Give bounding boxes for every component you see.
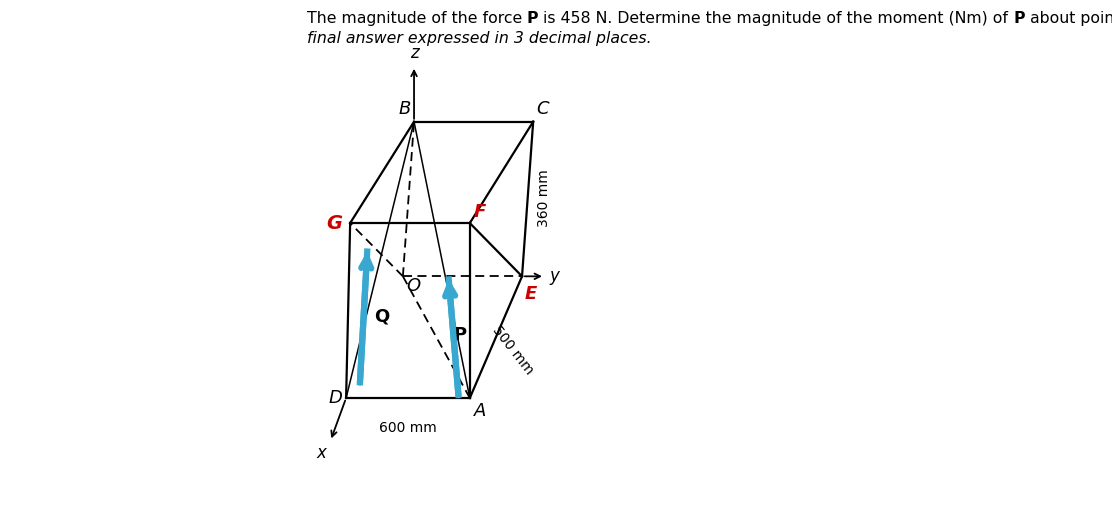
Text: P: P	[527, 11, 538, 26]
Text: C: C	[537, 99, 549, 118]
Text: final answer expressed in 3 decimal places.: final answer expressed in 3 decimal plac…	[307, 31, 652, 47]
Text: about point C.: about point C.	[1025, 11, 1112, 26]
Text: Q: Q	[374, 308, 389, 326]
Text: The magnitude of the force: The magnitude of the force	[307, 11, 527, 26]
Text: z: z	[410, 44, 419, 62]
Text: B: B	[398, 99, 410, 118]
Text: A: A	[474, 402, 486, 420]
Text: x: x	[317, 444, 326, 462]
Text: 600 mm: 600 mm	[379, 421, 437, 436]
Text: G: G	[327, 213, 342, 233]
Text: is 458 N. Determine the magnitude of the moment (Nm) of: is 458 N. Determine the magnitude of the…	[538, 11, 1013, 26]
Text: E: E	[525, 285, 537, 304]
Text: F: F	[474, 202, 486, 221]
Text: 360 mm: 360 mm	[537, 169, 550, 227]
Text: D: D	[328, 389, 342, 407]
Text: y: y	[550, 267, 559, 285]
Text: P: P	[1013, 11, 1025, 26]
Text: 500 mm: 500 mm	[489, 323, 536, 377]
Text: P: P	[454, 325, 467, 344]
Text: O: O	[406, 277, 420, 296]
